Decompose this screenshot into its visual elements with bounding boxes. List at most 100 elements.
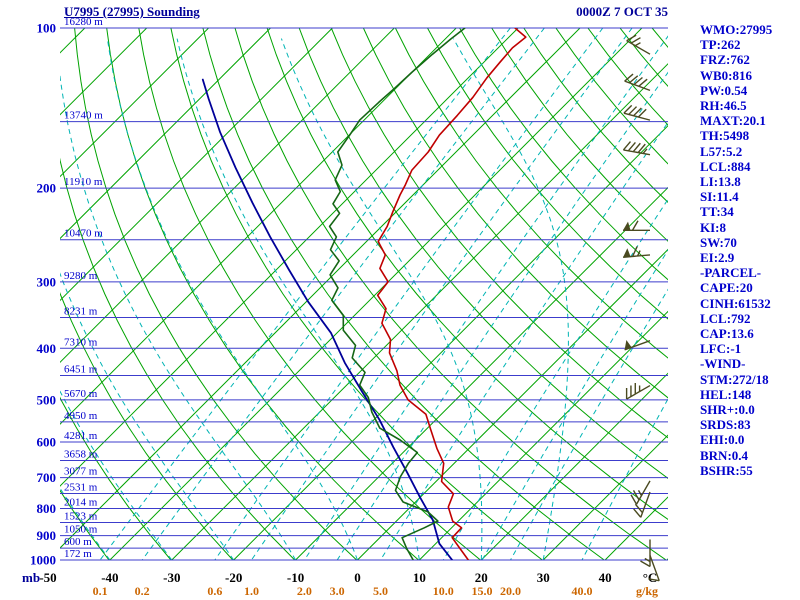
- index-line: STM:272/18: [700, 371, 769, 387]
- dry-adiabat-line: [523, 28, 668, 203]
- profiles: [201, 28, 527, 560]
- wind-barb: [623, 246, 651, 258]
- index-line: SW:70: [700, 234, 737, 250]
- isotherm-line: [357, 248, 668, 560]
- index-line: FRZ:762: [700, 52, 750, 68]
- wind-barb: [626, 34, 651, 55]
- index-line: LFC:-1: [700, 341, 742, 357]
- pressure-label: 900: [37, 528, 57, 543]
- mixing-ratio-line: [251, 28, 633, 560]
- mixing-ratio-tick-label: 15.0: [472, 584, 493, 598]
- temperature-tick-label: 30: [537, 570, 550, 585]
- isotherm-line: [542, 434, 668, 560]
- mixing-ratio-line: [214, 28, 604, 560]
- mixing-ratio-tick-label: 0.2: [135, 584, 150, 598]
- temperature-unit-label: °C: [643, 570, 658, 585]
- mixing-ratio-tick-label: 20.0: [500, 584, 521, 598]
- height-label: 1523 m: [64, 510, 98, 522]
- height-label: 6451 m: [64, 364, 98, 376]
- dry-adiabat-line: [60, 396, 172, 560]
- isotherm-line: [60, 28, 209, 178]
- index-line: LI:13.8: [700, 174, 741, 190]
- mixing-ratio-tick-label: 1.0: [244, 584, 259, 598]
- isotherm-line: [60, 28, 395, 364]
- index-line: BRN:0.4: [700, 447, 749, 463]
- wind-barb: [633, 491, 651, 518]
- index-line: MAXT:20.1: [700, 113, 766, 129]
- index-line: TH:5498: [700, 128, 750, 144]
- index-line: EHI:0.0: [700, 432, 745, 448]
- index-line: LCL:792: [700, 310, 751, 326]
- temperature-tick-label: 0: [354, 570, 361, 585]
- wind-barb: [622, 141, 651, 156]
- height-label: 1050 m: [64, 524, 98, 536]
- mixing-ratio-tick-label: 5.0: [373, 584, 388, 598]
- temperature-tick-label: 20: [475, 570, 488, 585]
- height-label: 8231 m: [64, 305, 98, 317]
- height-label: 3658 m: [64, 448, 98, 460]
- temperature-tick-label: -40: [101, 570, 118, 585]
- height-label: 16280 m: [64, 16, 103, 28]
- sounding-title: U7995 (27995) Sounding: [64, 4, 200, 19]
- index-line: L57:5.2: [700, 143, 743, 159]
- index-line: CAPE:20: [700, 280, 753, 296]
- dry-adiabat-line: [170, 28, 543, 560]
- parcel-trace-curve: [201, 78, 454, 560]
- isotherm-line: [60, 28, 519, 487]
- sounding-datetime: 0000Z 7 OCT 35: [576, 4, 668, 19]
- height-label: 4281 m: [64, 430, 98, 442]
- index-line: -WIND-: [700, 356, 746, 372]
- mixing-ratio-line: [336, 71, 668, 560]
- pressure-label: 300: [37, 274, 57, 289]
- height-label: 2014 m: [64, 496, 98, 508]
- temperature-tick-label: -10: [287, 570, 304, 585]
- mixing-ratio-tick-label: 0.1: [93, 584, 108, 598]
- dry-adiabat-line: [74, 28, 357, 560]
- pressure-label: 400: [37, 341, 57, 356]
- pressure-unit-label: mb: [22, 570, 40, 585]
- temperature-curve: [376, 28, 527, 560]
- index-line: TP:262: [700, 37, 741, 53]
- dry-adiabat-line: [138, 28, 481, 560]
- pressure-label: 200: [37, 181, 57, 196]
- mixing-ratio-unit-label: g/kg: [636, 584, 658, 598]
- index-line: TT:34: [700, 204, 734, 220]
- height-label: 5670 m: [64, 388, 98, 400]
- index-line: -PARCEL-: [700, 265, 762, 281]
- index-line: BSHR:55: [700, 462, 753, 478]
- wind-barb: [648, 555, 660, 582]
- isotherm-line: [295, 186, 668, 560]
- pressure-label: 800: [37, 501, 57, 516]
- height-label: 13740 m: [64, 110, 103, 122]
- dry-adiabat-line: [362, 28, 668, 399]
- index-line: KI:8: [700, 219, 726, 235]
- isotherm-line: [233, 124, 668, 560]
- mixing-ratio-line: [442, 198, 668, 560]
- dewpoint-curve: [328, 28, 466, 560]
- temperature-tick-label: 10: [413, 570, 426, 585]
- mixing-ratio-line: [380, 121, 668, 560]
- pressure-label: 500: [37, 392, 57, 407]
- temperature-tick-label: 40: [599, 570, 612, 585]
- wind-barbs: [622, 34, 660, 582]
- moist-adiabat-line: [106, 38, 358, 560]
- height-label: 172 m: [64, 548, 92, 560]
- dry-adiabat-line: [60, 157, 296, 560]
- isotherm-line: [60, 28, 581, 549]
- mixing-ratio-line: [303, 35, 668, 560]
- mixing-ratio-tick-label: 40.0: [572, 584, 593, 598]
- indices-panel: WMO:27995 TP:262 FRZ:762 WB0:816 PW:0.54 RH:4…: [700, 22, 772, 478]
- moist-adiabat-line: [452, 38, 569, 560]
- wind-barb: [624, 73, 651, 92]
- index-line: CAP:13.6: [700, 326, 754, 342]
- mixing-ratio-line: [510, 288, 668, 560]
- index-line: PW:0.54: [700, 82, 748, 98]
- height-label: 2531 m: [64, 482, 98, 494]
- dry-adiabat-line: [234, 28, 667, 560]
- isotherm-line: [419, 310, 668, 560]
- index-line: SRDS:83: [700, 417, 751, 433]
- background-grid: [60, 28, 668, 560]
- isotherm-line: [60, 28, 333, 302]
- temperature-tick-label: -30: [163, 570, 180, 585]
